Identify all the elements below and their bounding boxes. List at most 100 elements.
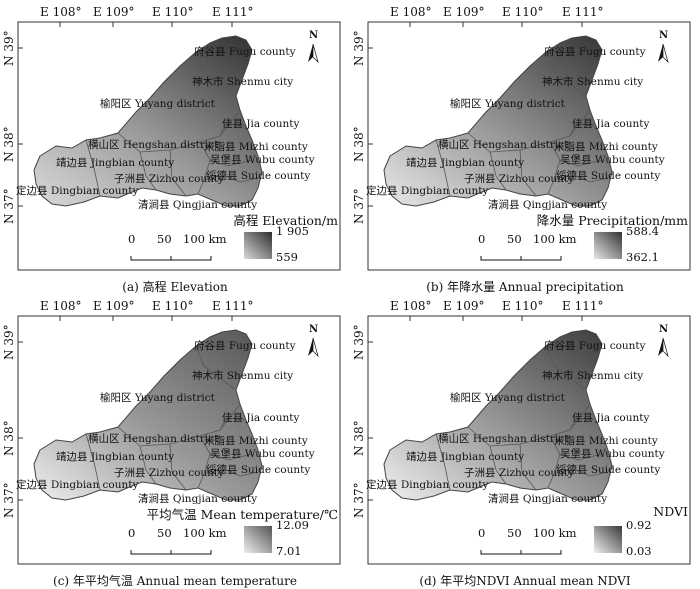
map-svg-a xyxy=(17,21,341,271)
place-label-zizhou: 子洲县 Zizhou county xyxy=(464,173,575,185)
longitude-label: E 109° xyxy=(443,299,485,313)
county-border xyxy=(435,139,451,197)
county-border xyxy=(169,149,187,197)
latitude-label: N 39° xyxy=(2,30,16,66)
place-label-hengshan: 横山区 Hengshan district xyxy=(438,139,569,151)
place-label-dingbian: 定边县 Dingbian county xyxy=(366,479,489,491)
north-label: N xyxy=(659,30,669,41)
county-border xyxy=(195,51,237,97)
legend-min: 7.01 xyxy=(276,544,302,558)
county-border xyxy=(225,469,259,477)
county-border xyxy=(225,175,259,183)
county-border xyxy=(219,123,247,137)
place-label-zizhou: 子洲县 Zizhou county xyxy=(114,173,225,185)
latitude-label: N 38° xyxy=(352,126,366,162)
place-label-mizhi: 米脂县 Mizhi county xyxy=(204,435,308,447)
place-label-shenmu: 神木市 Shenmu city xyxy=(192,76,294,88)
north-arrow-icon xyxy=(308,338,313,356)
scale-label-0: 0 xyxy=(478,526,486,540)
legend-ramp xyxy=(244,232,272,259)
county-border xyxy=(117,403,241,447)
place-label-hengshan: 横山区 Hengshan district xyxy=(88,139,219,151)
place-label-mizhi: 米脂县 Mizhi county xyxy=(554,435,658,447)
county-border xyxy=(519,443,537,491)
county-border xyxy=(547,453,561,489)
county-border xyxy=(549,435,603,461)
place-label-dingbian: 定边县 Dingbian county xyxy=(366,185,489,197)
county-border xyxy=(169,443,187,491)
latitude-label: N 39° xyxy=(352,30,366,66)
scale-label-100: 100 km xyxy=(183,232,227,246)
place-label-yuyang: 榆阳区 Yuyang district xyxy=(100,98,215,110)
place-label-fugu: 府谷县 Fugu county xyxy=(544,46,646,58)
place-label-shenmu: 神木市 Shenmu city xyxy=(192,370,294,382)
longitude-label: E 108° xyxy=(40,5,82,19)
county-border xyxy=(435,433,451,491)
map-panel-d: E 108° E 109° E 110° E 111° N 39° N 38° N 37° N… xyxy=(350,294,700,588)
place-label-qingjian: 清涧县 Qingjian county xyxy=(138,199,258,211)
county-border xyxy=(569,123,597,137)
place-label-wubu: 吴堡县 Wubu county xyxy=(560,448,665,460)
map-panel-c: E 108° E 109° E 110° E 111° N 39° N 38° N 37° N… xyxy=(0,294,350,588)
north-label: N xyxy=(659,324,669,335)
place-label-wubu: 吴堡县 Wubu county xyxy=(210,448,315,460)
latitude-label: N 37° xyxy=(352,188,366,224)
place-label-jia: 佳县 Jia county xyxy=(222,412,300,424)
map-frame xyxy=(17,21,341,271)
county-border xyxy=(545,51,587,97)
legend-min: 559 xyxy=(276,250,298,264)
place-label-zizhou: 子洲县 Zizhou county xyxy=(464,467,575,479)
legend-title: 平均气温 Mean temperature/℃ xyxy=(146,507,338,522)
county-border xyxy=(547,159,561,195)
county-border xyxy=(467,403,591,447)
county-border xyxy=(489,151,507,191)
county-border xyxy=(197,159,211,195)
longitude-label: E 108° xyxy=(40,299,82,313)
county-border xyxy=(489,445,507,485)
place-label-fugu: 府谷县 Fugu county xyxy=(194,340,296,352)
place-label-suide: 绥德县 Suide county xyxy=(206,464,311,476)
legend-ramp xyxy=(594,232,622,259)
latitude-label: N 37° xyxy=(352,482,366,518)
place-label-yuyang: 榆阳区 Yuyang district xyxy=(450,98,565,110)
county-border xyxy=(197,453,211,489)
place-label-dingbian: 定边县 Dingbian county xyxy=(16,479,139,491)
legend-title: NDVI xyxy=(653,504,688,519)
county-border xyxy=(195,345,237,391)
latitude-label: N 38° xyxy=(2,420,16,456)
scale-label-50: 50 xyxy=(157,526,172,540)
legend-min: 362.1 xyxy=(626,250,659,264)
map-panel-a: E 108° E 109° E 110° E 111° N 39° N 38° N 37° N… xyxy=(0,0,350,294)
place-label-dingbian: 定边县 Dingbian county xyxy=(16,185,139,197)
place-label-suide: 绥德县 Suide county xyxy=(556,464,661,476)
north-arrow-icon xyxy=(658,338,663,356)
place-label-jingbian: 靖边县 Jingbian county xyxy=(56,157,175,169)
map-svg-b xyxy=(367,21,691,271)
latitude-label: N 37° xyxy=(2,188,16,224)
scale-label-50: 50 xyxy=(507,526,522,540)
place-label-qingjian: 清涧县 Qingjian county xyxy=(138,493,258,505)
county-border xyxy=(545,345,587,391)
scale-label-100: 100 km xyxy=(533,526,577,540)
place-label-jia: 佳县 Jia county xyxy=(572,412,650,424)
scale-bar xyxy=(480,550,562,555)
longitude-label: E 109° xyxy=(93,299,135,313)
legend-max: 0.92 xyxy=(626,518,652,532)
place-label-fugu: 府谷县 Fugu county xyxy=(544,340,646,352)
place-label-hengshan: 横山区 Hengshan district xyxy=(88,433,219,445)
scale-label-0: 0 xyxy=(128,232,136,246)
legend-max: 588.4 xyxy=(626,224,659,238)
legend-ramp xyxy=(244,526,272,553)
place-label-wubu: 吴堡县 Wubu county xyxy=(560,154,665,166)
county-border xyxy=(549,141,603,167)
place-label-mizhi: 米脂县 Mizhi county xyxy=(554,141,658,153)
panel-caption: (c) 年平均气温 Annual mean temperature xyxy=(53,574,297,588)
longitude-label: E 110° xyxy=(152,299,194,313)
county-border xyxy=(569,417,597,431)
longitude-label: E 111° xyxy=(562,5,604,19)
county-border xyxy=(575,469,609,477)
place-label-jingbian: 靖边县 Jingbian county xyxy=(406,157,525,169)
panel-caption: (d) 年平均NDVI Annual mean NDVI xyxy=(419,574,631,588)
longitude-label: E 111° xyxy=(212,299,254,313)
place-label-wubu: 吴堡县 Wubu county xyxy=(210,154,315,166)
